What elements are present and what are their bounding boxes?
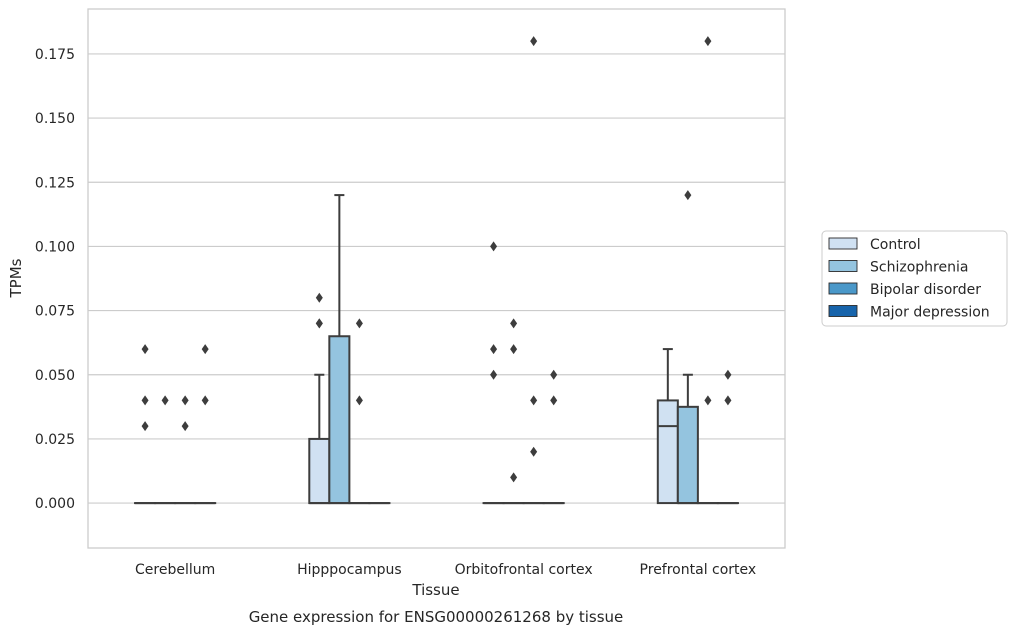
y-tick-label: 0.075 xyxy=(35,304,75,320)
outlier-point xyxy=(724,395,732,406)
box-2-1 xyxy=(502,318,525,505)
outlier-point xyxy=(490,369,498,380)
plot-area xyxy=(134,36,739,505)
legend-label: Schizophrenia xyxy=(870,260,968,276)
outlier-point xyxy=(510,472,518,483)
y-tick-label: 0.000 xyxy=(35,496,75,512)
box-2-0 xyxy=(482,241,505,505)
x-axis-label: Tissue xyxy=(411,581,459,599)
x-axis-ticks: Cerebellum Hipppocampus Orbitofrontal cort… xyxy=(135,562,756,578)
outlier-point xyxy=(315,292,323,303)
legend-swatch xyxy=(828,305,858,317)
legend-swatch xyxy=(828,282,858,295)
legend-label: Bipolar disorder xyxy=(870,282,981,298)
x-tick-label: Hipppocampus xyxy=(297,562,402,578)
outlier-point xyxy=(704,36,712,47)
box-body xyxy=(676,405,699,505)
legend: Control Schizophrenia Bipolar disorder Majo… xyxy=(821,230,1008,327)
box-0-2 xyxy=(174,395,197,505)
outlier-point xyxy=(510,318,518,329)
outlier-point xyxy=(161,395,169,406)
outlier-point xyxy=(355,318,363,329)
box-3-2 xyxy=(696,36,719,505)
box-0-1 xyxy=(154,395,177,505)
chart-title: Gene expression for ENSG00000261268 by t… xyxy=(249,608,624,626)
box-0-0 xyxy=(134,344,157,505)
box-body xyxy=(308,437,331,505)
outlier-point xyxy=(201,395,209,406)
box-2-3 xyxy=(542,369,565,505)
x-tick-label: Cerebellum xyxy=(135,562,215,578)
outlier-point xyxy=(684,190,692,201)
box-2-2 xyxy=(522,36,545,505)
box-1-1 xyxy=(328,194,351,505)
gridlines xyxy=(88,53,785,504)
outlier-point xyxy=(181,395,189,406)
legend-swatch xyxy=(828,237,858,250)
y-tick-label: 0.175 xyxy=(35,47,75,63)
outlier-point xyxy=(355,395,363,406)
outlier-point xyxy=(550,369,558,380)
outlier-point xyxy=(315,318,323,329)
outlier-point xyxy=(704,395,712,406)
plot-frame xyxy=(87,8,786,549)
outlier-point xyxy=(490,344,498,355)
outlier-point xyxy=(724,369,732,380)
box-body xyxy=(656,399,679,505)
legend-frame xyxy=(821,230,1008,327)
box-3-1 xyxy=(676,190,699,505)
y-tick-label: 0.025 xyxy=(35,432,75,448)
box-0-3 xyxy=(194,344,217,505)
outlier-point xyxy=(530,36,538,47)
x-tick-label: Prefrontal cortex xyxy=(640,562,757,578)
legend-label: Major depression xyxy=(870,305,990,321)
box-body xyxy=(328,335,351,505)
outlier-point xyxy=(550,395,558,406)
box-3-3 xyxy=(716,369,739,505)
outlier-point xyxy=(181,421,189,432)
legend-swatch xyxy=(828,260,858,272)
box-1-2 xyxy=(348,318,371,505)
outlier-point xyxy=(141,421,149,432)
y-tick-label: 0.125 xyxy=(35,175,75,191)
outlier-point xyxy=(490,241,498,252)
y-tick-label: 0.100 xyxy=(35,239,75,255)
outlier-point xyxy=(141,395,149,406)
outlier-point xyxy=(510,344,518,355)
y-tick-label: 0.050 xyxy=(35,368,75,384)
y-axis-label: TPMs xyxy=(7,258,25,298)
x-tick-label: Orbitofrontal cortex xyxy=(455,562,593,578)
y-tick-label: 0.150 xyxy=(35,111,75,127)
outlier-point xyxy=(530,446,538,457)
outlier-point xyxy=(201,344,209,355)
y-axis-ticks: 0.000 0.025 0.050 0.075 0.100 0.125 0.150 0.175 xyxy=(35,47,75,512)
outlier-point xyxy=(530,395,538,406)
box-3-0 xyxy=(656,348,679,505)
box-1-0 xyxy=(308,292,331,505)
outlier-point xyxy=(141,344,149,355)
legend-label: Control xyxy=(870,237,921,253)
